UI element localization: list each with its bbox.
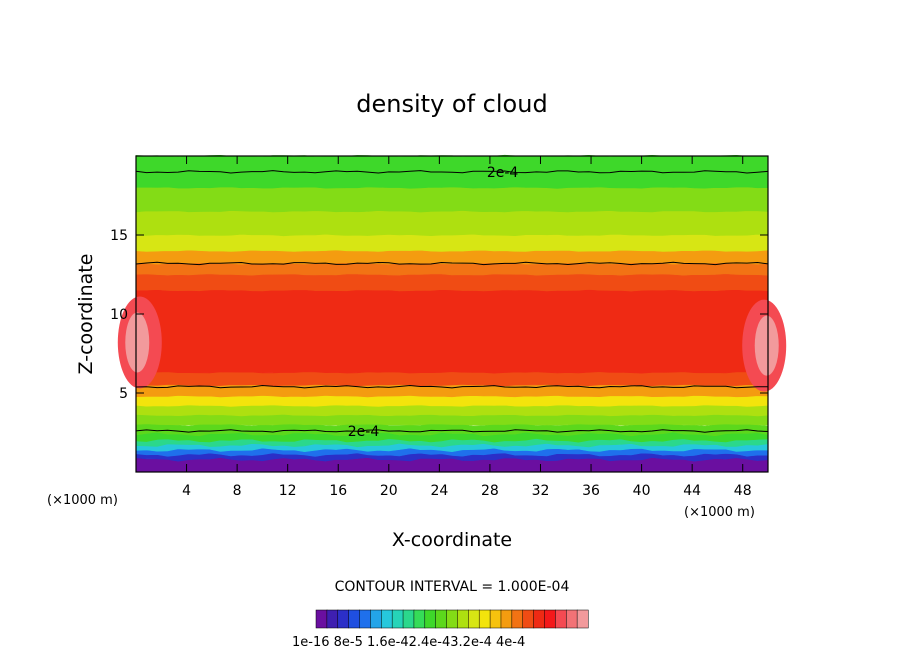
colorbar-swatch bbox=[413, 609, 426, 629]
colorbar-swatch bbox=[576, 609, 589, 629]
contour-maximum bbox=[754, 315, 779, 376]
contour-maximum bbox=[125, 312, 150, 373]
chart-title: density of cloud bbox=[356, 90, 547, 118]
contour-lines: 2e-4 2e-4 bbox=[135, 165, 769, 440]
colorbar-swatch bbox=[337, 609, 350, 629]
colorbar-swatch bbox=[468, 609, 480, 629]
x-tick-label: 40 bbox=[633, 483, 651, 499]
x-tick-label: 28 bbox=[481, 483, 499, 499]
colorbar-swatch bbox=[326, 609, 339, 629]
x-tick-label: 12 bbox=[279, 483, 297, 499]
contour-interval-text: CONTOUR INTERVAL = 1.000E-04 bbox=[335, 579, 570, 595]
contour-band bbox=[135, 273, 769, 292]
colorbar-swatch bbox=[359, 609, 371, 629]
colorbar-swatch bbox=[381, 609, 393, 629]
colorbar-labels: 1e-16 8e-5 1.6e-42.4e-43.2e-4 4e-4 bbox=[292, 635, 525, 650]
contour-band bbox=[135, 262, 769, 276]
colorbar-swatch bbox=[391, 609, 404, 629]
colorbar-swatch bbox=[435, 609, 448, 629]
colorbar-swatch bbox=[544, 609, 556, 629]
contour-band bbox=[135, 210, 769, 237]
colorbar bbox=[315, 609, 589, 629]
y-tick-label: 5 bbox=[119, 386, 128, 402]
colorbar-swatch bbox=[402, 609, 415, 629]
colorbar-swatch bbox=[555, 609, 567, 629]
x-axis-label: X-coordinate bbox=[392, 529, 512, 551]
contour-band bbox=[135, 371, 769, 387]
x-tick-label: 8 bbox=[233, 483, 242, 499]
y-tick-label: 15 bbox=[110, 228, 128, 244]
x-tick-label: 16 bbox=[329, 483, 347, 499]
x-unit-right: (×1000 m) bbox=[684, 505, 755, 520]
colorbar-swatch bbox=[370, 609, 382, 629]
contour-blobs bbox=[117, 296, 787, 392]
colorbar-swatch bbox=[500, 609, 513, 629]
contour-line-label: 2e-4 bbox=[348, 424, 380, 440]
x-ticks: 4 8 12 16 20 24 28 32 36 40 44 48 bbox=[182, 156, 752, 499]
y-ticks: 5 10 15 bbox=[110, 228, 768, 402]
contour-line bbox=[135, 261, 769, 266]
contour-band bbox=[135, 186, 769, 213]
colorbar-swatch bbox=[511, 609, 524, 629]
contour-line bbox=[135, 384, 769, 389]
contour-band bbox=[135, 384, 769, 398]
colorbar-swatch bbox=[565, 609, 578, 629]
x-tick-label: 44 bbox=[683, 483, 701, 499]
colorbar-swatch bbox=[478, 609, 491, 629]
x-tick-label: 24 bbox=[430, 483, 448, 499]
y-axis-label: Z-coordinate bbox=[75, 254, 97, 375]
y-tick-label: 10 bbox=[110, 307, 128, 323]
contour-line bbox=[135, 170, 769, 174]
x-tick-label: 20 bbox=[380, 483, 398, 499]
colorbar-swatch bbox=[533, 609, 546, 629]
colorbar-swatch bbox=[457, 609, 469, 629]
x-tick-label: 36 bbox=[582, 483, 600, 499]
colorbar-swatch bbox=[315, 609, 328, 629]
x-tick-label: 32 bbox=[532, 483, 550, 499]
plot-area: 2e-4 2e-4 bbox=[117, 154, 787, 473]
x-unit-left: (×1000 m) bbox=[47, 493, 118, 508]
contour-band bbox=[135, 289, 769, 374]
contour-line-label: 2e-4 bbox=[487, 165, 519, 181]
colorbar-swatch bbox=[489, 609, 502, 629]
colorbar-swatch bbox=[522, 609, 535, 629]
colorbar-swatch bbox=[348, 609, 361, 629]
colorbar-swatch bbox=[424, 609, 437, 629]
contour-band bbox=[135, 233, 769, 252]
contour-band bbox=[135, 413, 769, 426]
contour-bands bbox=[135, 154, 769, 473]
x-tick-label: 48 bbox=[734, 483, 752, 499]
contour-line bbox=[135, 429, 769, 433]
x-tick-label: 4 bbox=[182, 483, 191, 499]
colorbar-swatch bbox=[446, 609, 458, 629]
contour-band bbox=[135, 457, 769, 473]
